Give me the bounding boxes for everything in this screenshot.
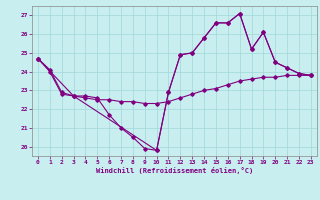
X-axis label: Windchill (Refroidissement éolien,°C): Windchill (Refroidissement éolien,°C): [96, 167, 253, 174]
